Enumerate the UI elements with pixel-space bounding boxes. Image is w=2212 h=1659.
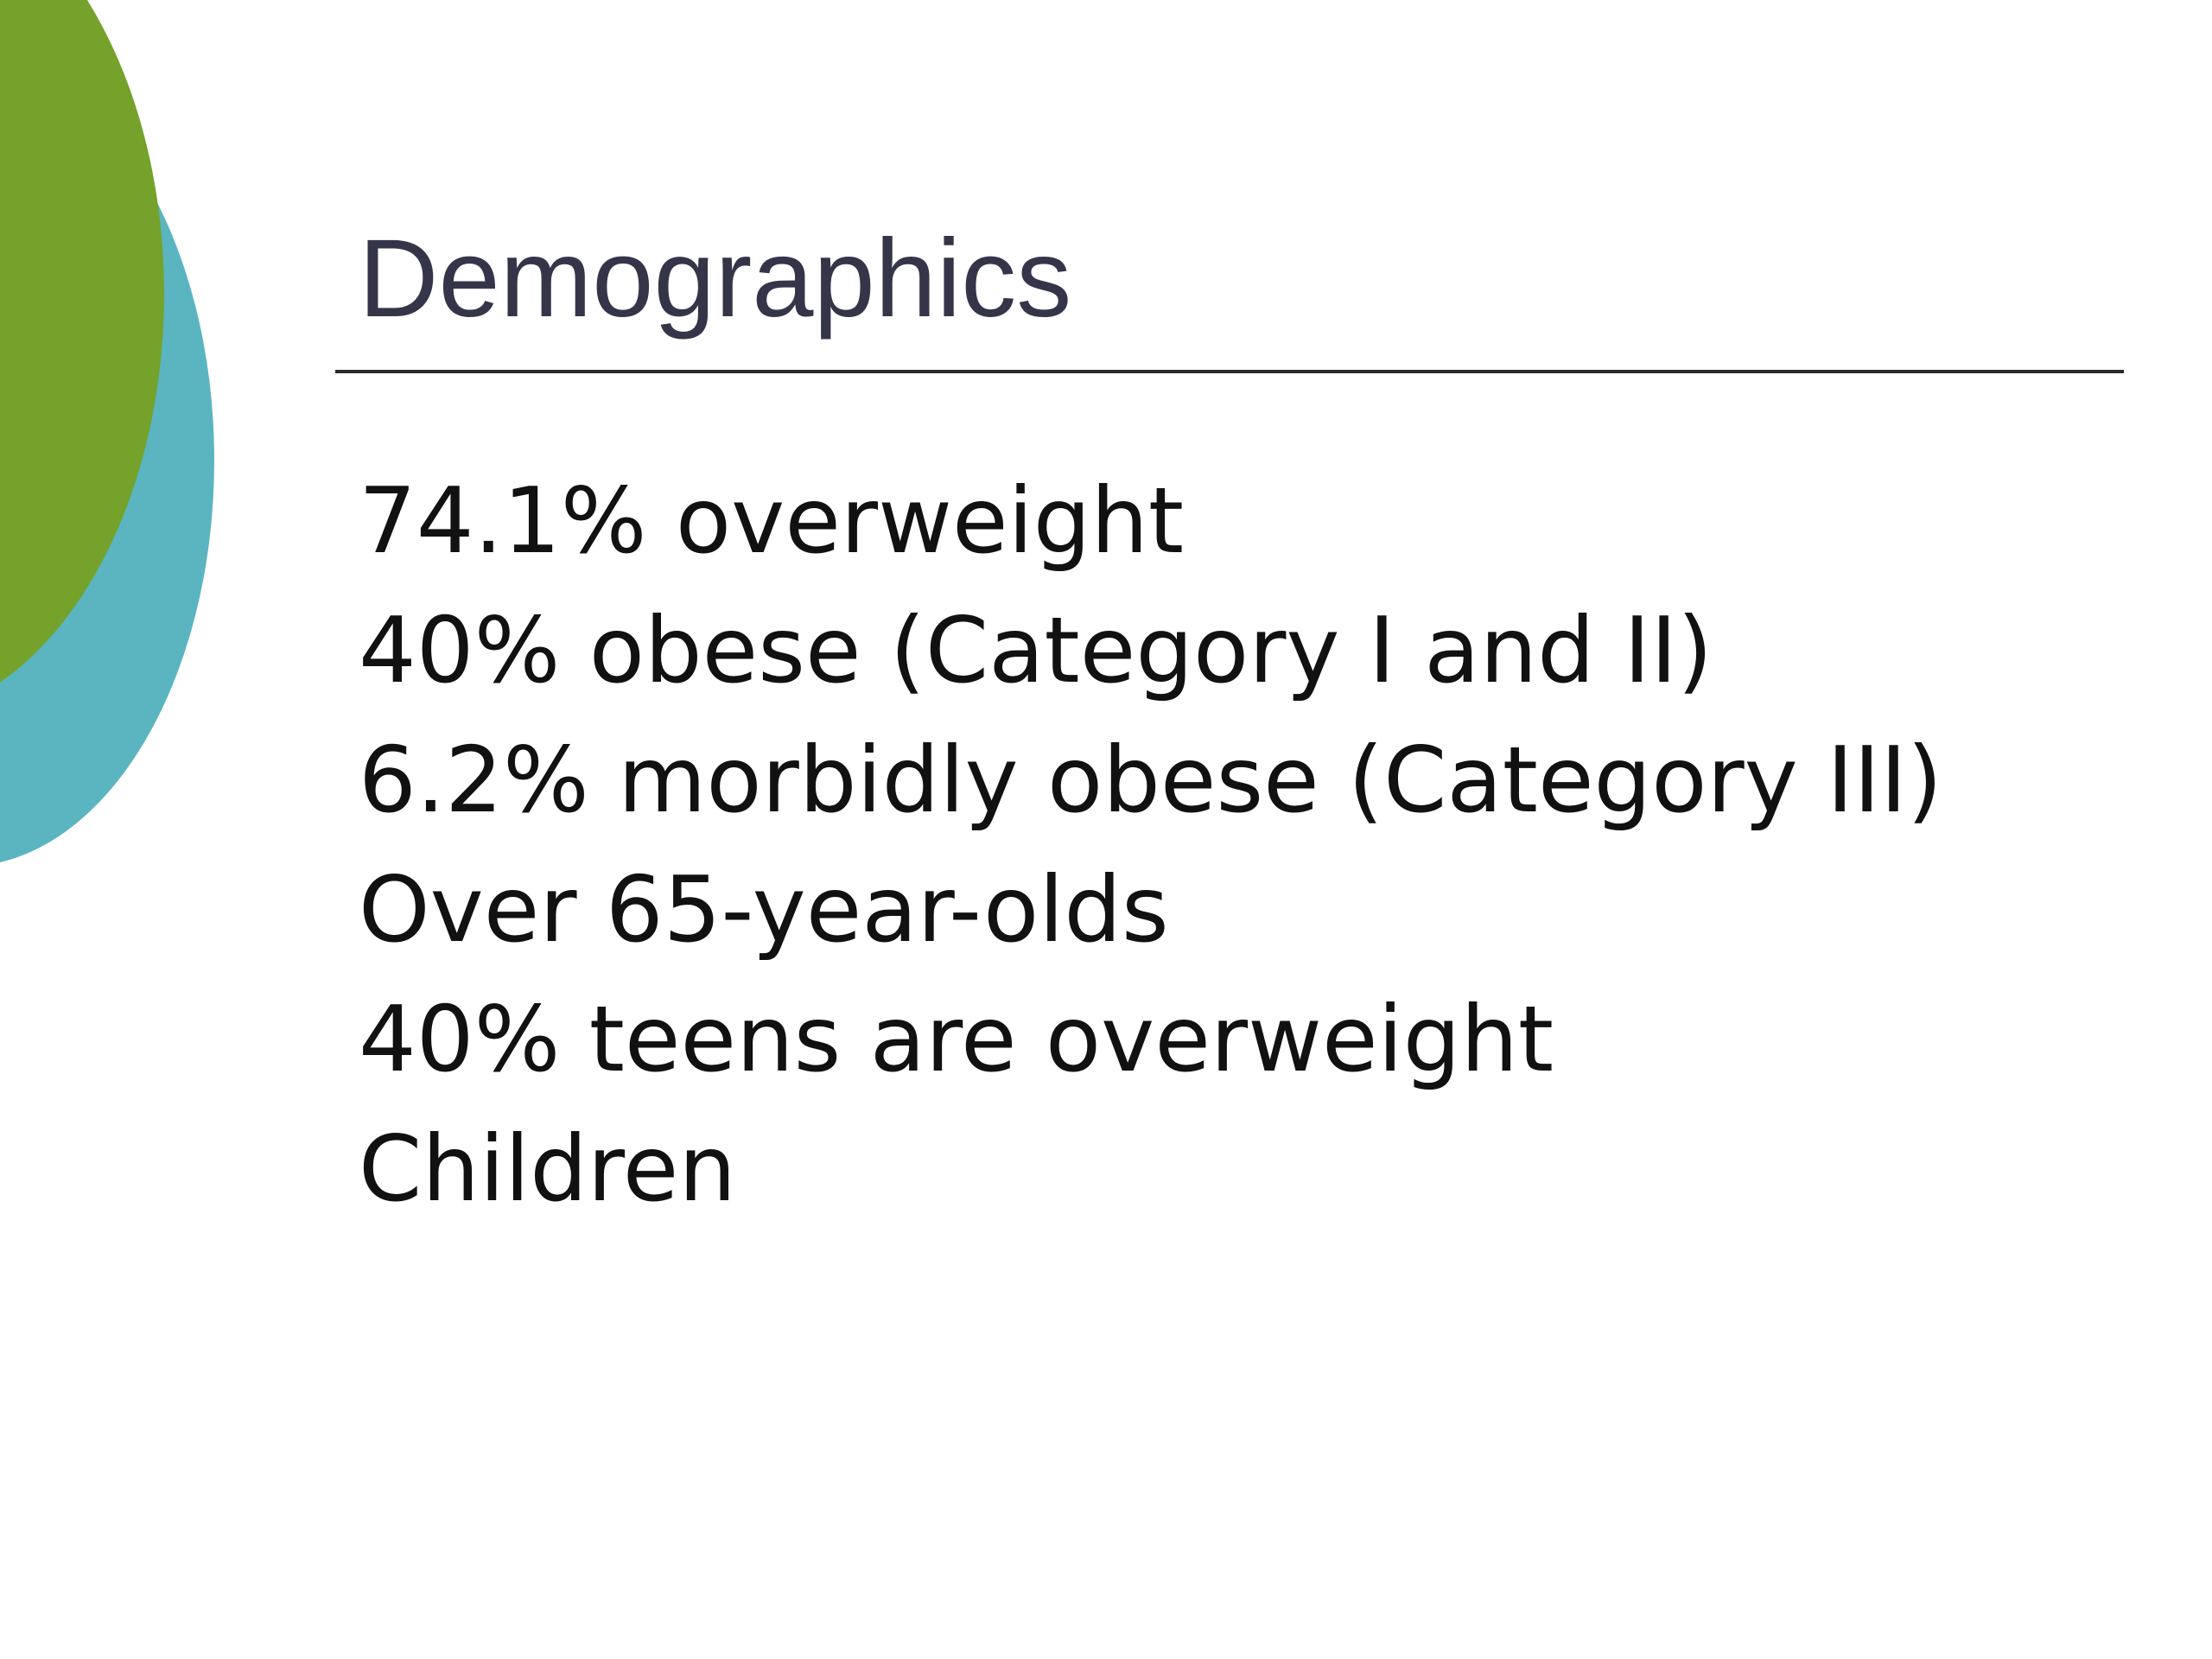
bullet-item-children: Children <box>359 1116 736 1222</box>
bullet-item-obese: 40% obese (Category I and II) <box>359 598 1713 703</box>
slide-title: Demographics <box>359 217 1072 340</box>
bullet-list: 74.1% overweight 40% obese (Category I a… <box>359 456 1942 1234</box>
bullet-item-over-65: Over 65-year-olds <box>359 857 1169 963</box>
bullet-item-overweight: 74.1% overweight <box>359 468 1185 574</box>
bullet-item-teens: 40% teens are overweight <box>359 987 1554 1092</box>
title-underline-divider <box>335 370 2124 373</box>
bullet-item-morbidly-obese: 6.2% morbidly obese (Category III) <box>359 728 1942 833</box>
